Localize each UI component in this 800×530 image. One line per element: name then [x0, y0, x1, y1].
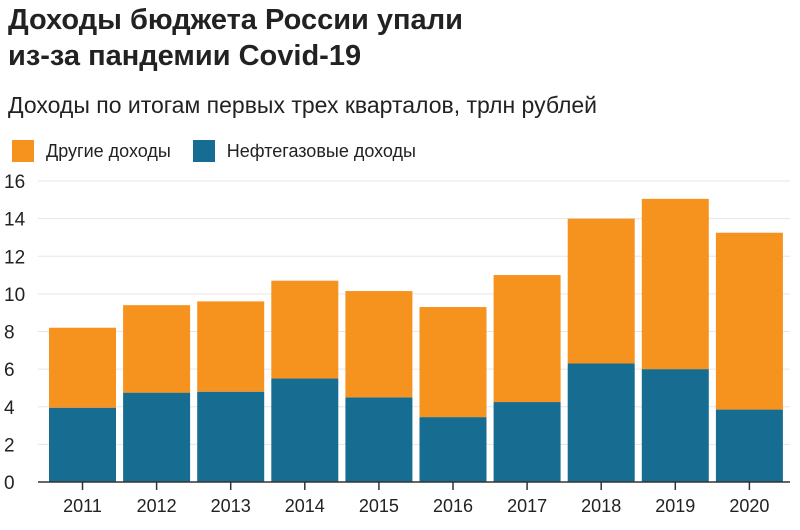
y-tick-label: 2: [4, 435, 15, 456]
bar-oilgas-2011: [49, 407, 116, 482]
y-tick-label: 0: [4, 473, 15, 494]
x-tick-label: 2018: [581, 496, 621, 516]
chart-subtitle: Доходы по итогам первых трех кварталов, …: [8, 92, 598, 118]
bar-other-2011: [49, 327, 116, 408]
bar-oilgas-2013: [197, 391, 265, 482]
y-tick-label: 6: [4, 360, 15, 381]
bar-oilgas-2014: [271, 378, 339, 482]
y-tick-label: 16: [4, 172, 25, 193]
legend-swatch-oilgas: [192, 140, 215, 162]
legend-swatch-other: [12, 140, 34, 162]
bar-oilgas-2016: [419, 417, 487, 482]
bar-other-2012: [123, 305, 191, 393]
bar-other-2013: [197, 301, 265, 392]
bar-other-2018: [567, 218, 635, 364]
legend-label-oilgas: Нефтегазовые доходы: [226, 140, 416, 161]
x-tick-label: 2015: [359, 496, 399, 516]
bar-other-2016: [419, 307, 487, 418]
chart-title: Доходы бюджета России упали из-за пандеми…: [8, 4, 463, 72]
y-tick-label: 4: [4, 398, 15, 419]
bar-oilgas-2017: [493, 402, 561, 482]
y-tick-label: 14: [4, 210, 26, 231]
x-tick-label: 2014: [285, 496, 325, 516]
x-tick-label: 2011: [63, 496, 102, 516]
bar-oilgas-2015: [345, 397, 413, 482]
y-tick-label: 12: [4, 247, 25, 268]
x-tick-label: 2012: [137, 496, 177, 516]
legend-item-oilgas: Нефтегазовые доходы: [192, 140, 416, 162]
bar-other-2017: [493, 275, 561, 403]
bar-oilgas-2020: [715, 409, 783, 482]
y-tick-label: 10: [4, 285, 25, 306]
x-tick-label: 2020: [729, 496, 769, 516]
bar-other-2019: [641, 198, 709, 370]
bar-oilgas-2019: [641, 369, 709, 482]
bar-other-2014: [271, 280, 339, 379]
bar-oilgas-2012: [123, 392, 191, 482]
legend-item-other: Другие доходы: [12, 140, 171, 162]
bar-other-2015: [345, 291, 413, 398]
legend: Другие доходы Нефтегазовые доходы: [12, 140, 438, 162]
bar-oilgas-2018: [567, 363, 635, 482]
x-tick-label: 2013: [211, 496, 251, 516]
legend-label-other: Другие доходы: [46, 140, 171, 161]
x-tick-label: 2019: [655, 496, 695, 516]
x-tick-label: 2017: [507, 496, 547, 516]
y-tick-label: 8: [4, 323, 15, 344]
x-tick-label: 2016: [433, 496, 473, 516]
bar-other-2020: [715, 232, 783, 410]
